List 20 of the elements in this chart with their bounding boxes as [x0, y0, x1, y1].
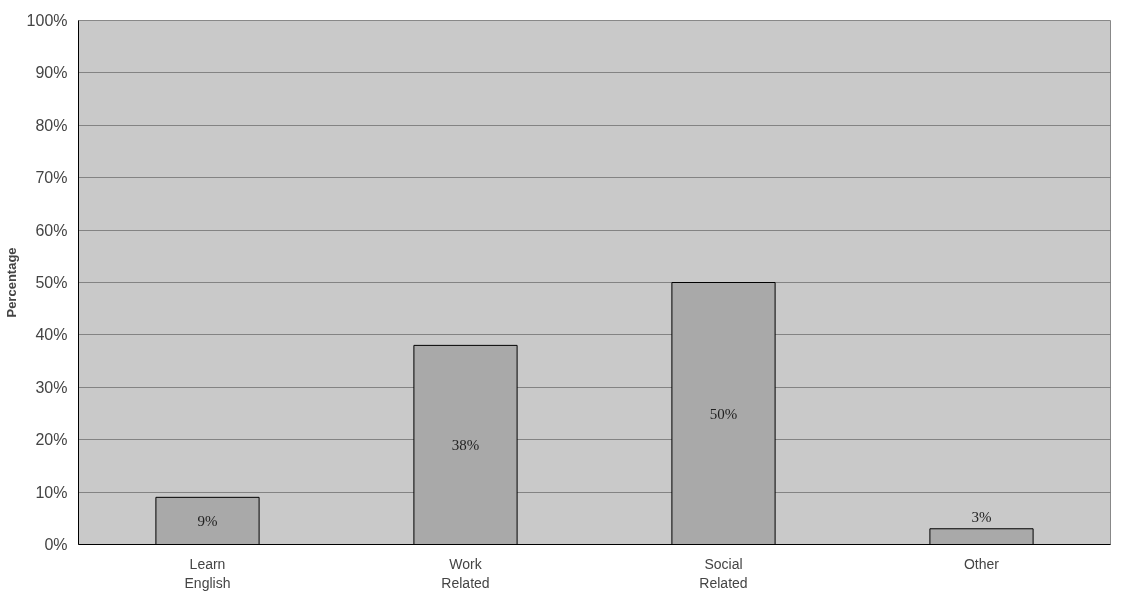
- y-tick-label: 40%: [35, 326, 68, 344]
- y-tick-label: 50%: [35, 274, 68, 291]
- y-tick-label: 30%: [35, 378, 68, 396]
- y-tick-label: 80%: [35, 116, 68, 134]
- y-tick-label: 10%: [35, 483, 68, 501]
- y-tick-label: 100%: [26, 12, 68, 29]
- y-tick-label: 60%: [35, 221, 68, 239]
- x-tick-label: Learn English: [184, 555, 231, 591]
- data-label: 9%: [197, 512, 218, 529]
- y-tick-label: 70%: [35, 169, 68, 187]
- y-axis-title: Percentage: [3, 247, 19, 318]
- y-tick-label: 0%: [44, 536, 68, 553]
- data-label: 3%: [971, 508, 992, 525]
- x-tick-label: Social Related: [699, 555, 748, 591]
- x-tick-label: Work Related: [441, 555, 490, 591]
- data-label: 38%: [451, 436, 480, 453]
- x-tick-label: Other: [963, 555, 1000, 572]
- data-label: 50%: [709, 405, 738, 422]
- y-tick-label: 90%: [35, 64, 68, 82]
- y-tick-label: 20%: [35, 431, 68, 449]
